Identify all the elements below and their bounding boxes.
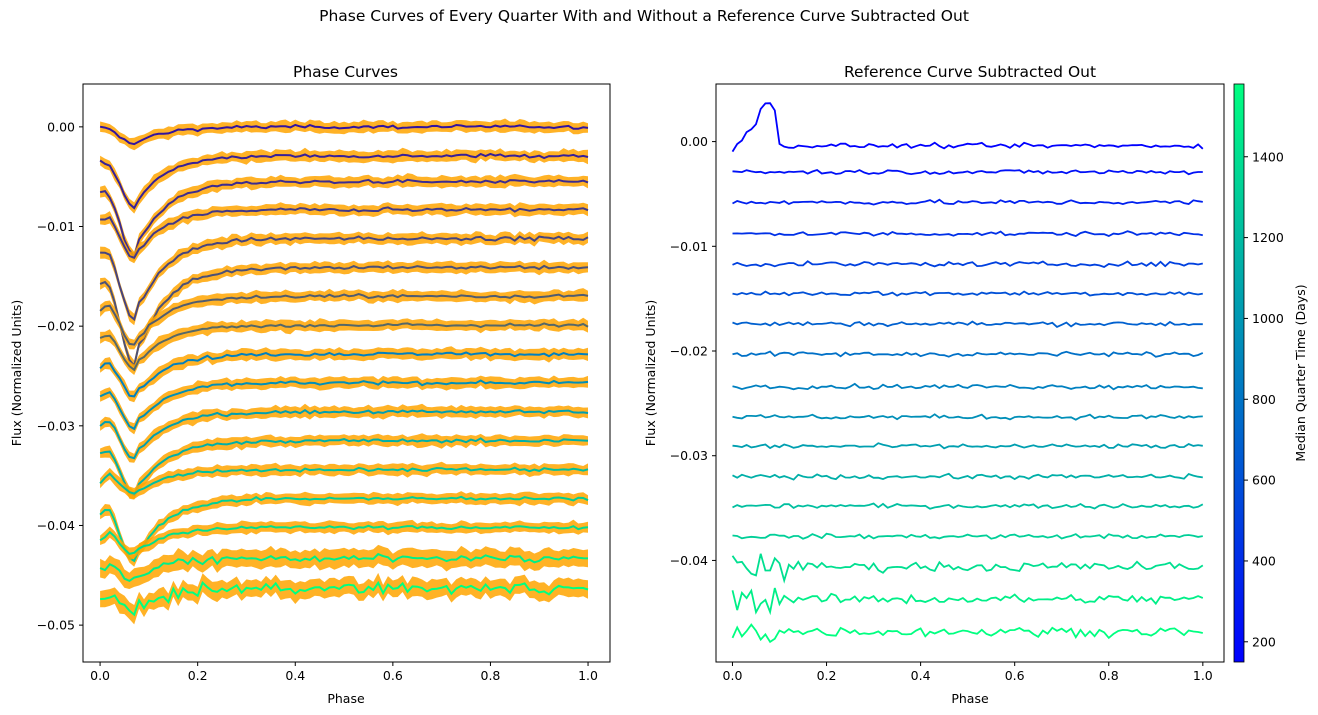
- left-y-tick-label: −0.01: [37, 219, 75, 234]
- left-series-line: [100, 235, 589, 322]
- colorbar: 200 400 600 800 1000 1200 1400 Median Quarter …: [1233, 83, 1308, 663]
- right-x-axis-label: Phase: [951, 691, 989, 706]
- right-series-line: [732, 320, 1203, 328]
- right-x-tick-label: 0.4: [911, 668, 931, 683]
- left-y-tick-label: −0.03: [37, 418, 75, 433]
- left-x-tick-label: 1.0: [578, 668, 598, 683]
- colorbar-tick-label: 1200: [1252, 230, 1284, 245]
- left-series-line: [99, 123, 589, 146]
- right-x-tick-label: 0.0: [723, 668, 743, 683]
- right-series-line: [732, 382, 1203, 391]
- left-series-line: [99, 524, 589, 555]
- right-series-line: [731, 623, 1203, 644]
- left-series-line: [99, 351, 589, 398]
- left-plot-area: [99, 118, 589, 625]
- left-series-line: [99, 409, 589, 460]
- right-y-tick-label: −0.01: [670, 239, 708, 254]
- right-series-line: [732, 442, 1203, 450]
- right-y-tick-label: −0.03: [670, 448, 708, 463]
- right-series-line: [732, 260, 1203, 268]
- right-y-tick-label: 0.00: [680, 134, 708, 149]
- colorbar-label: Median Quarter Time (Days): [1293, 284, 1308, 461]
- right-y-axis-label: Flux (Normalized Units): [643, 300, 658, 447]
- right-series-line: [731, 553, 1204, 584]
- left-series-line: [100, 580, 589, 617]
- right-x-tick-label: 0.8: [1099, 668, 1119, 683]
- left-series-line: [99, 437, 589, 497]
- left-series-line: [99, 178, 589, 259]
- right-series-line: [731, 102, 1204, 153]
- right-plot-area: [731, 102, 1204, 644]
- left-x-tick-label: 0.8: [481, 668, 501, 683]
- colorbar-tick-label: 200: [1252, 634, 1276, 649]
- colorbar-ticks: 200 400 600 800 1000 1200 1400: [1244, 149, 1284, 649]
- colorbar-tick-label: 400: [1252, 553, 1276, 568]
- left-y-tick-label: −0.02: [37, 319, 75, 334]
- left-x-tick-label: 0.0: [90, 668, 110, 683]
- left-series-line: [99, 379, 589, 431]
- left-series-line: [99, 292, 589, 346]
- left-chart: Phase Curves 0.0 0.2 0.4 0.6 0.8 1.0 0.00 −0.01…: [9, 63, 611, 706]
- left-series-envelope: [100, 118, 588, 151]
- left-series-line: [99, 495, 589, 563]
- left-series-envelope: [100, 544, 588, 589]
- right-series-line: [732, 413, 1203, 421]
- right-x-tick-label: 0.6: [1005, 668, 1025, 683]
- right-chart: Reference Curve Subtracted Out 0.0 0.2 0.4…: [643, 63, 1225, 706]
- right-series-line: [732, 290, 1203, 297]
- right-x-tick-label: 0.2: [817, 668, 837, 683]
- left-axes: 0.0 0.2 0.4 0.6 0.8 1.0 0.00 −0.01 −0.02 −0.03 −0.…: [37, 119, 598, 683]
- left-x-tick-label: 0.6: [383, 668, 403, 683]
- right-y-tick-label: −0.02: [670, 344, 708, 359]
- left-series-line: [99, 322, 589, 372]
- right-plot-frame: [715, 83, 1225, 663]
- left-series-line: [99, 466, 589, 495]
- left-series-envelope: [100, 403, 588, 463]
- left-y-tick-label: −0.05: [37, 618, 75, 633]
- left-series-envelope: [100, 572, 588, 625]
- right-series-line: [731, 587, 1204, 616]
- right-series-line: [732, 502, 1204, 510]
- right-series-line: [732, 472, 1203, 481]
- left-y-tick-label: 0.00: [47, 119, 75, 134]
- left-series-envelope: [100, 231, 588, 326]
- figure-title: Phase Curves of Every Quarter With and W…: [319, 7, 969, 25]
- left-y-axis-label: Flux (Normalized Units): [9, 300, 24, 447]
- colorbar-gradient: [1233, 83, 1245, 663]
- left-x-tick-label: 0.2: [188, 668, 208, 683]
- left-series-line: [99, 152, 589, 210]
- right-series-line: [732, 198, 1203, 206]
- left-series-envelope: [100, 433, 588, 500]
- right-series-line: [732, 169, 1203, 176]
- left-x-tick-label: 0.4: [285, 668, 305, 683]
- left-series-line: [99, 264, 589, 369]
- right-axes: 0.0 0.2 0.4 0.6 0.8 1.0 0.00 −0.01 −0.02 −0.03 −0.…: [670, 134, 1213, 683]
- left-chart-title: Phase Curves: [293, 63, 398, 81]
- right-y-tick-label: −0.04: [670, 553, 708, 568]
- left-x-axis-label: Phase: [327, 691, 365, 706]
- left-plot-frame: [82, 83, 611, 663]
- left-series-envelope: [100, 317, 588, 375]
- right-series-line: [732, 350, 1204, 358]
- right-series-line: [732, 532, 1203, 540]
- left-series-line: [100, 206, 589, 260]
- right-chart-title: Reference Curve Subtracted Out: [844, 63, 1096, 81]
- left-series-envelope: [100, 288, 588, 350]
- colorbar-tick-label: 1400: [1252, 149, 1284, 164]
- left-series-line: [99, 552, 589, 583]
- right-series-line: [732, 230, 1203, 237]
- left-series-envelope: [100, 147, 588, 214]
- left-y-tick-label: −0.04: [37, 518, 75, 533]
- right-x-tick-label: 1.0: [1193, 668, 1213, 683]
- colorbar-tick-label: 1000: [1252, 311, 1284, 326]
- left-series-envelope: [100, 259, 588, 372]
- colorbar-tick-label: 800: [1252, 392, 1276, 407]
- left-series-envelope: [100, 346, 588, 403]
- colorbar-tick-label: 600: [1252, 473, 1276, 488]
